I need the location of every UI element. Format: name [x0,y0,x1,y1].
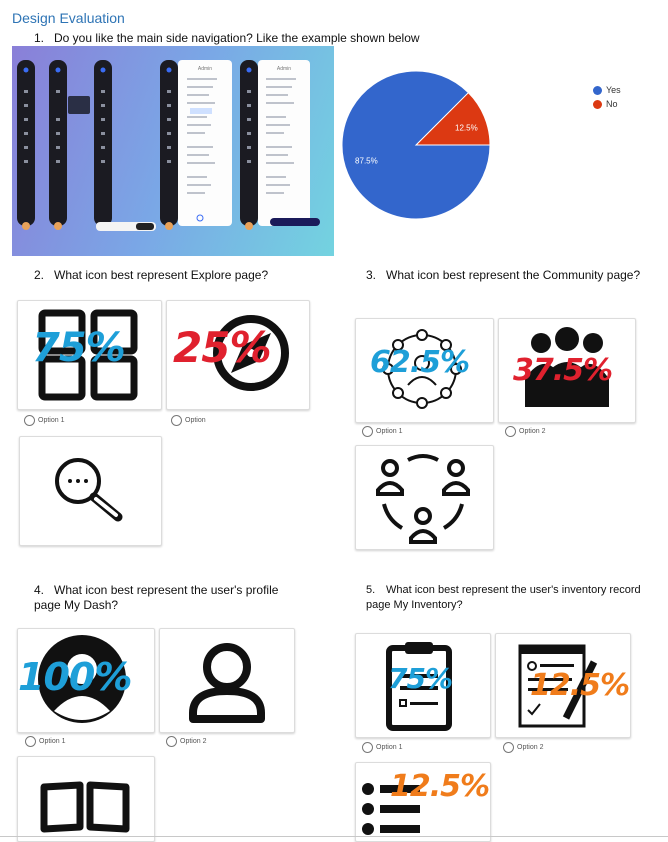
grid-icon [38,309,138,401]
bullet-list-icon [362,783,420,835]
nav-hover-flyout [68,96,90,114]
q5-option-1-card[interactable]: 75% [355,633,491,738]
q2-option-1-percent: 75% [32,325,126,371]
q5-option-2-percent: 12.5% [530,668,630,703]
q2-option-3-card[interactable] [19,436,162,546]
magnifier-icon [55,458,123,522]
group-icon [525,327,609,407]
network-people-icon [382,329,462,409]
nav-rail-4 [160,60,178,226]
q5-option-1-percent: 75% [388,662,453,695]
q4-option-1-radio[interactable]: Option 1 [25,736,65,747]
q3-option-1-card[interactable]: 62.5% [355,318,494,423]
q2-option-2-radio[interactable]: Option [171,415,206,426]
q5-option-1-radio[interactable]: Option 1 [362,742,402,753]
q4-option-3-card[interactable] [17,756,155,842]
nav-rail-2 [49,60,67,226]
q2-option-2-card[interactable]: 25% [166,300,310,410]
pie-label-no: 12.5% [455,123,478,132]
question-3: 3. What icon best represent the Community… [366,268,641,282]
q5-option-2-card[interactable]: 12.5% [495,633,631,738]
q3-option-3-card[interactable] [355,445,494,550]
question-1: 1. Do you like the main side navigation? … [34,31,420,45]
q5-option-2-radio[interactable]: Option 2 [503,742,543,753]
legend-swatch-no [593,99,602,109]
q5-option-3-card[interactable]: 12.5% [355,762,491,842]
pie-label-yes: 87.5% [355,157,378,166]
pie-slice-no [414,91,491,146]
q2-option-1-radio[interactable]: Option 1 [24,415,64,426]
checklist-pen-icon [518,644,598,728]
user-outline-icon [189,643,265,723]
profile-circle-icon [38,635,126,723]
q2-option-2-percent: 25% [173,323,272,372]
radio-button[interactable] [171,415,182,426]
legend-item-no: No [593,99,618,109]
radio-button[interactable] [24,415,35,426]
radio-button[interactable] [503,742,514,753]
book-icon [40,781,130,833]
page-title: Design Evaluation [12,10,125,26]
q3-option-2-percent: 37.5% [513,353,613,388]
q4-option-1-card[interactable]: 100% [17,628,155,733]
clipboard-icon [386,642,452,731]
legend-item-yes: Yes [593,85,621,95]
radio-button[interactable] [166,736,177,747]
q4-option-1-percent: 100% [18,655,132,699]
nav-rail-3 [94,60,112,226]
q3-option-1-percent: 62.5% [370,345,470,380]
radio-button[interactable] [505,426,516,437]
nav-rail-icons [22,67,320,231]
nav-rail-1 [17,60,35,226]
q4-option-2-card[interactable] [159,628,295,733]
q2-option-1-card[interactable]: 75% [17,300,162,410]
question-2: 2. What icon best represent Explore page? [34,268,269,282]
q5-option-3-percent: 12.5% [390,769,490,804]
radio-button[interactable] [362,426,373,437]
q3-option-2-card[interactable]: 37.5% [498,318,636,423]
q3-option-2-radio[interactable]: Option 2 [505,426,545,437]
legend-swatch-yes [593,85,602,95]
compass-icon [213,315,289,391]
radio-button[interactable] [25,736,36,747]
question-4: 4. What icon best represent the user's pr… [34,583,279,612]
q4-option-2-radio[interactable]: Option 2 [166,736,206,747]
question-5: 5. What icon best represent the user's in… [366,584,641,611]
radio-button[interactable] [362,742,373,753]
pie-chart: 12.5% 87.5% [341,70,491,220]
q3-option-1-radio[interactable]: Option 1 [362,426,402,437]
nav-rail-5 [240,60,258,226]
people-cycle-icon [376,454,470,544]
page-bottom-border [0,836,668,837]
navigation-example-image: Admin Admin [12,46,334,256]
pie-slice-yes [341,70,491,220]
